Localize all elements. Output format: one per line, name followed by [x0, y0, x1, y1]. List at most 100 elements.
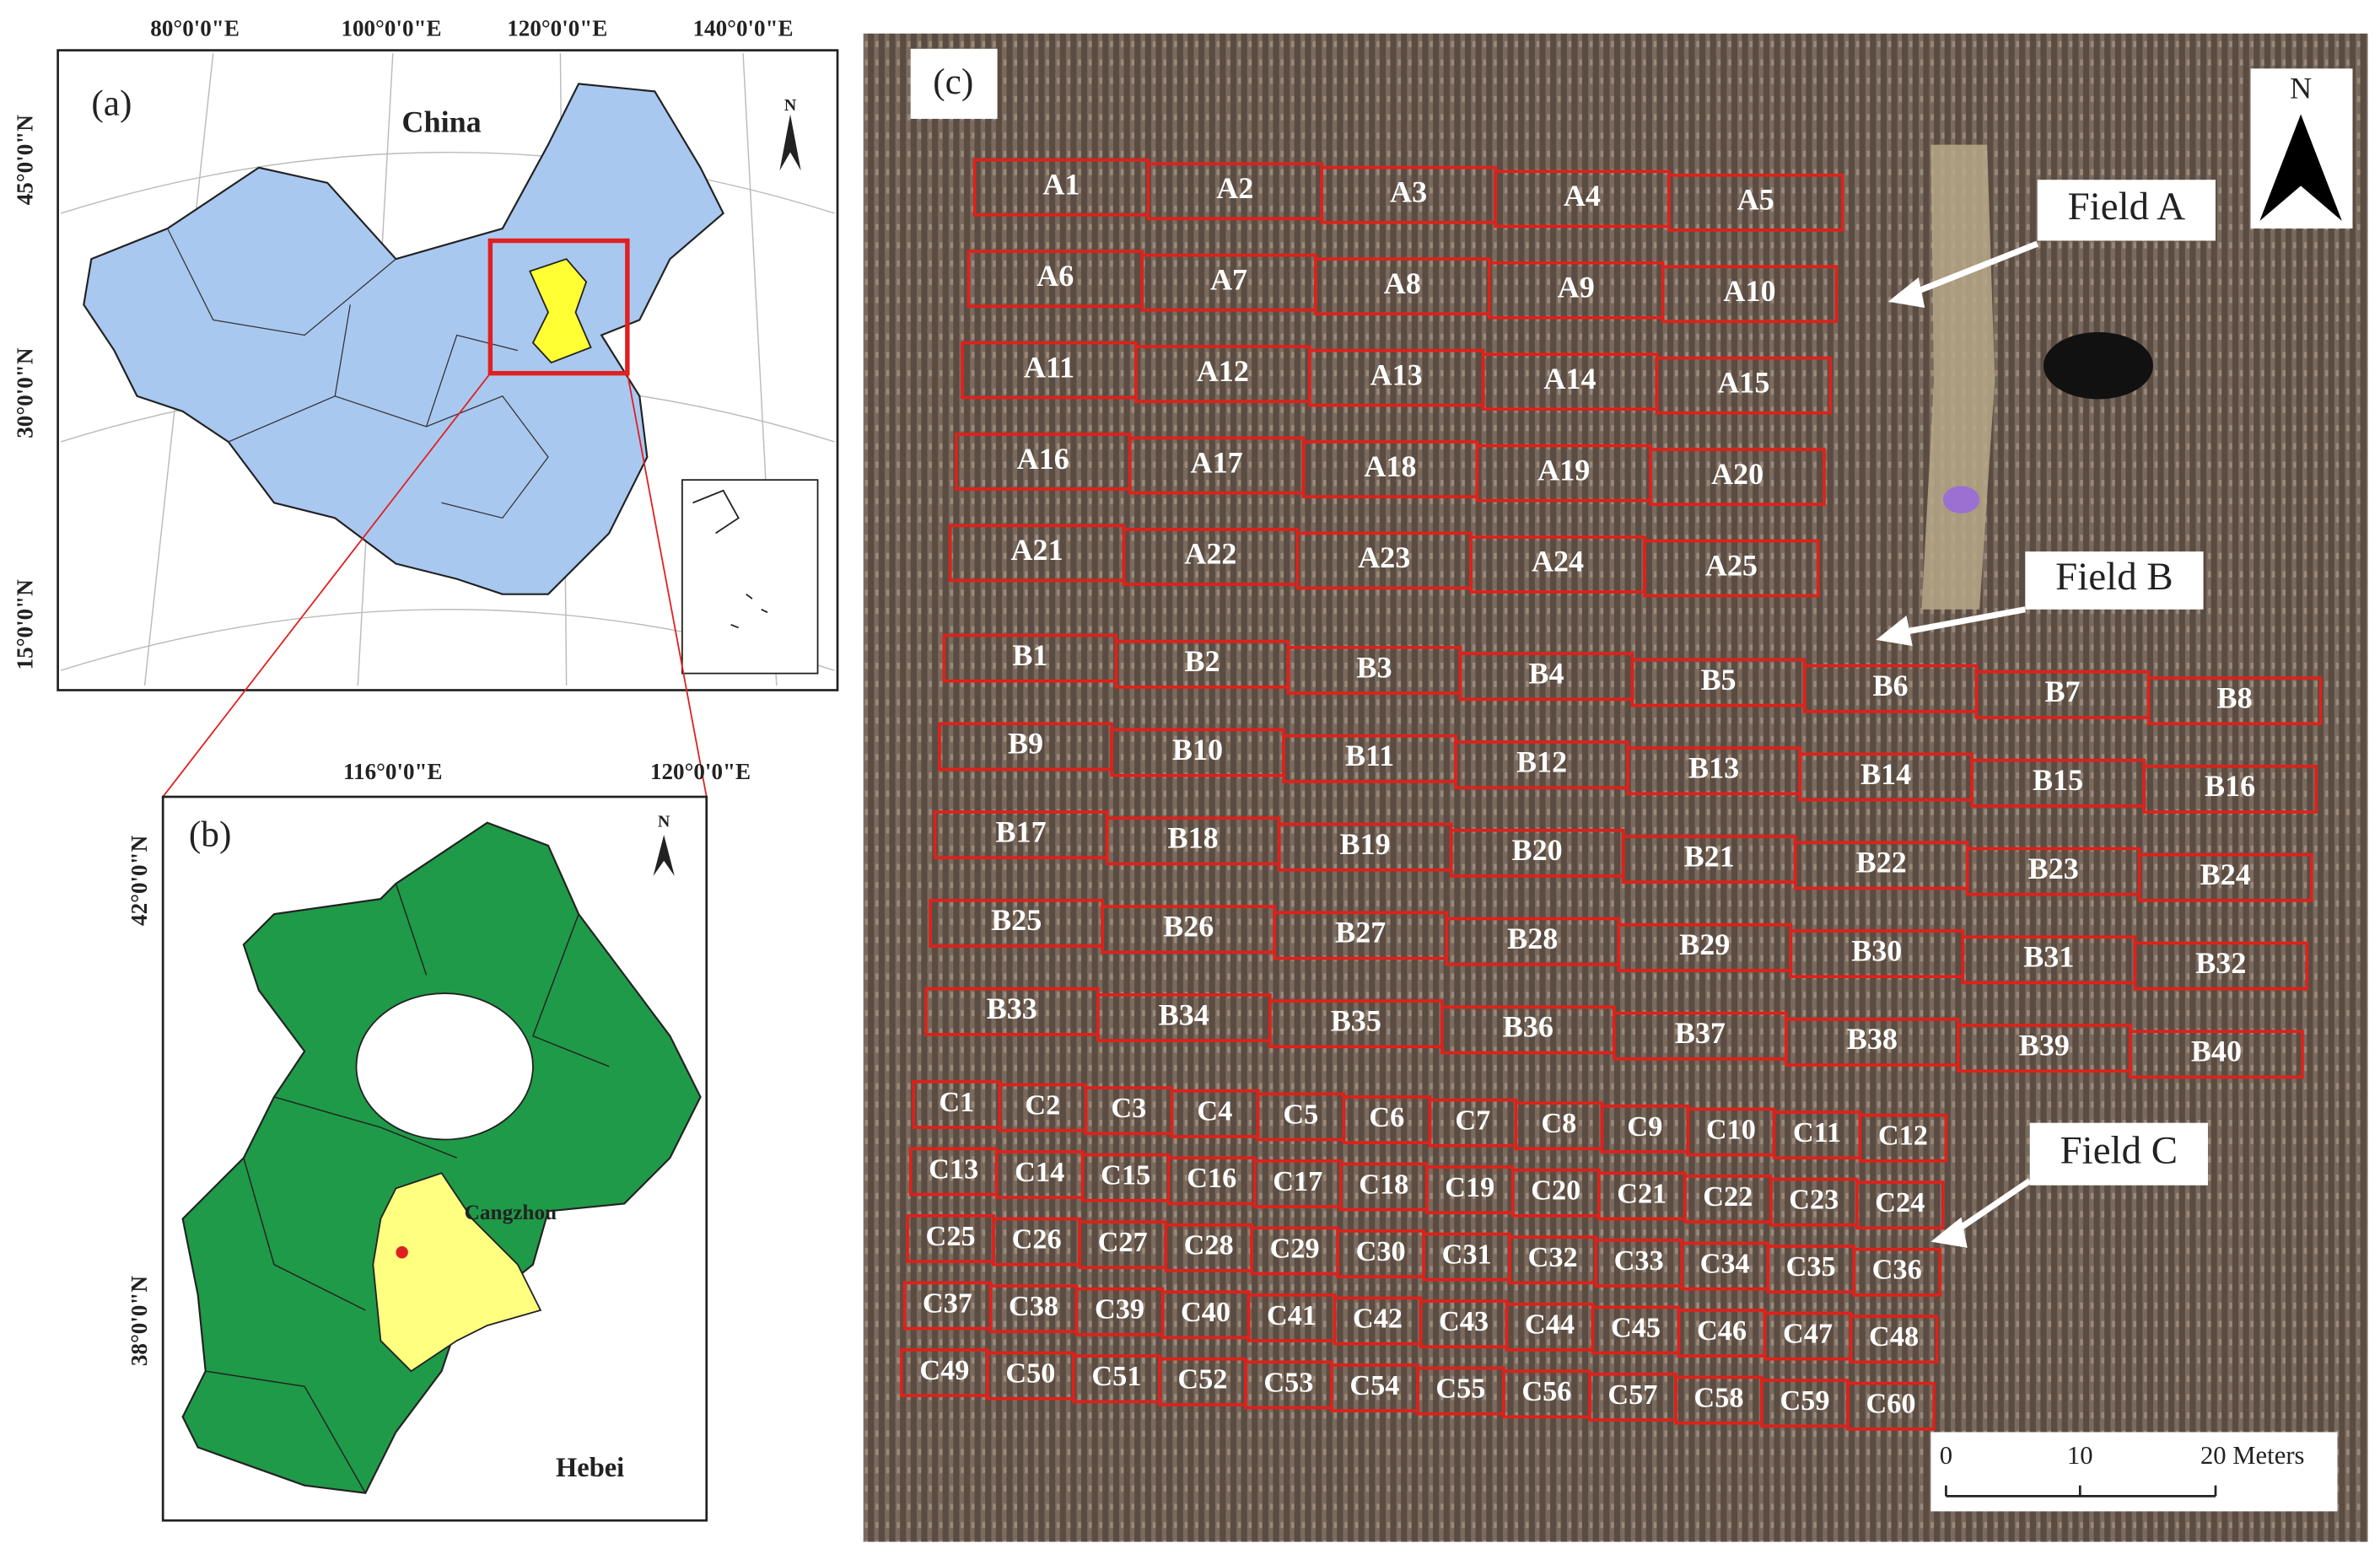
plot-label: C44: [1525, 1309, 1575, 1341]
panel-label: (a): [91, 83, 132, 123]
plot-label: A4: [1564, 179, 1601, 212]
plot-outline: [1649, 448, 1826, 506]
plot-label: B28: [1507, 922, 1558, 955]
plot-label: B7: [2044, 675, 2080, 708]
longitude-label: 100°0'0"E: [341, 15, 441, 40]
plot-outline: [2137, 852, 2313, 902]
plot-label: C60: [1866, 1388, 1915, 1420]
plot-label: C14: [1015, 1156, 1064, 1188]
plot-label: A21: [1010, 533, 1063, 567]
north-arrow: [2259, 114, 2342, 221]
plot-label: B27: [1335, 916, 1386, 949]
plot-label: C58: [1693, 1381, 1743, 1413]
north-label: N: [784, 96, 797, 115]
field-label-box: [2025, 551, 2204, 610]
plot-label: C24: [1875, 1186, 1925, 1218]
plot-label: B17: [995, 815, 1046, 848]
tarp: [1942, 486, 1980, 514]
cangzhou-area: [372, 1172, 542, 1373]
plot-label: C39: [1095, 1293, 1144, 1325]
scale-label: 10: [2067, 1441, 2093, 1470]
field-arrow: [1905, 240, 2039, 298]
plot-label: C52: [1177, 1363, 1227, 1395]
longitude-label: 120°0'0"E: [650, 759, 751, 784]
inset-frame: [681, 479, 819, 675]
plot-label: A24: [1532, 545, 1584, 578]
plot-label: A9: [1558, 270, 1595, 304]
field-label: Field B: [2055, 555, 2173, 599]
plot-label: C25: [926, 1220, 976, 1252]
plot-label: B39: [2019, 1028, 2070, 1062]
field-arrowhead: [1930, 1217, 1968, 1248]
plot-label: B12: [1516, 745, 1567, 778]
plot-label: A18: [1364, 449, 1416, 483]
panel-label-box: [910, 48, 998, 119]
plot-label: C48: [1869, 1320, 1919, 1352]
plot-label: C1: [939, 1086, 974, 1118]
plot-label: B9: [1008, 727, 1043, 761]
latitude-label: 30°0'0"N: [13, 347, 38, 438]
plot-label: A11: [1024, 350, 1074, 384]
latitude-label: 38°0'0"N: [127, 1276, 152, 1367]
plot-label: B10: [1172, 733, 1223, 766]
field-label-box: [2037, 180, 2216, 241]
plot-label: C4: [1197, 1095, 1232, 1127]
plot-label: A19: [1537, 453, 1590, 487]
plot-outline: [1849, 1315, 1939, 1364]
plot-label: A12: [1197, 354, 1249, 388]
plot-label: B40: [2191, 1035, 2242, 1068]
map-title: China: [401, 105, 481, 138]
plot-label: C13: [929, 1153, 978, 1185]
plot-label: B11: [1345, 739, 1394, 772]
plot-label: C31: [1442, 1239, 1492, 1271]
plot-outline: [2142, 765, 2318, 814]
plot-label: B30: [1851, 933, 1902, 967]
plot-label: C27: [1098, 1226, 1148, 1258]
field-arrow: [1893, 606, 2026, 637]
plot-label: A15: [1717, 365, 1769, 399]
plot-label: B26: [1163, 909, 1214, 943]
plot-outline: [1855, 1180, 1945, 1230]
plot-outline: [1858, 1113, 1948, 1163]
plot-label: A16: [1017, 442, 1069, 476]
scale-label: 20 Meters: [2200, 1441, 2305, 1470]
longitude-label: 120°0'0"E: [507, 15, 607, 40]
plot-label: B3: [1356, 650, 1392, 684]
latitude-label: 15°0'0"N: [13, 579, 38, 670]
plot-label: C41: [1267, 1299, 1317, 1331]
plot-label: B23: [2028, 852, 2079, 885]
latitude-label: 42°0'0"N: [127, 835, 152, 926]
plot-label: B13: [1688, 751, 1739, 785]
field-label: Field C: [2060, 1128, 2178, 1172]
field-label-box: [2029, 1122, 2208, 1186]
plot-label: C47: [1783, 1317, 1833, 1349]
county-border: [205, 883, 610, 1494]
plot-label: B8: [2217, 680, 2253, 714]
plot-label: C37: [923, 1287, 972, 1319]
plot-label: C54: [1349, 1369, 1399, 1401]
city-label: Cangzhou: [465, 1201, 557, 1224]
plot-label: C45: [1611, 1311, 1661, 1343]
plot-label: B35: [1331, 1003, 1381, 1037]
plot-label: A1: [1042, 168, 1080, 202]
plot-label: B2: [1184, 644, 1220, 678]
plot-outline: [2133, 941, 2309, 991]
longitude-label: 140°0'0"E: [693, 15, 794, 40]
plot-label: C23: [1789, 1183, 1839, 1215]
plot-label: C53: [1263, 1366, 1313, 1398]
plot-label: C29: [1270, 1232, 1320, 1264]
plot-label: B16: [2205, 769, 2255, 803]
connector: [626, 373, 708, 798]
plot-outline: [1846, 1381, 1936, 1431]
plot-label: B33: [987, 992, 1037, 1025]
province-border: [167, 228, 396, 336]
plot-label: A20: [1711, 457, 1763, 491]
plot-label: C26: [1012, 1223, 1062, 1255]
plot-label: B25: [991, 903, 1042, 937]
pond: [2043, 331, 2153, 400]
plot-label: A22: [1184, 537, 1236, 571]
plot-label: B22: [1856, 846, 1907, 879]
plot-label: B29: [1679, 928, 1730, 961]
plot-label: C42: [1353, 1302, 1403, 1334]
